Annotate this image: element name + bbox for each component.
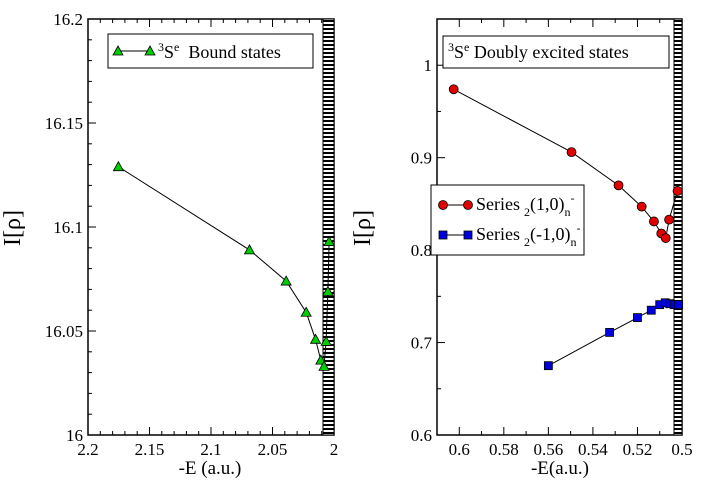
title-sup: 3 (448, 40, 454, 54)
legend-marker-left-b (144, 45, 156, 56)
data-point-circle (660, 233, 671, 243)
data-point-circle (636, 201, 647, 212)
ticks-right: 0.6 0.58 0.56 0.54 0.52 0.5 0.6 0.7 0.8 0.9 1 (411, 19, 693, 459)
x-tick-label: 2.15 (135, 440, 165, 459)
plot-frame-left (87, 18, 335, 436)
series-markers-left (112, 160, 335, 371)
data-point-square (605, 327, 615, 337)
data-point-triangle (309, 333, 322, 344)
legend-red-name: Series (476, 194, 520, 214)
x-tick-label: 0.56 (533, 440, 563, 459)
series-line-0 (118, 166, 330, 369)
y-tick-label: 16.15 (45, 114, 83, 133)
title-main: S (454, 42, 464, 62)
title-box-label: 3Se Doubly excited states (448, 40, 629, 62)
legend-left-sup: 3 (158, 40, 164, 54)
legend-red-subn: n (565, 205, 571, 219)
data-point-circle (664, 214, 674, 225)
y-tick-label: 16.05 (45, 322, 83, 341)
legend-left-rest: Bound states (179, 42, 281, 62)
x-tick-label: 0.54 (578, 440, 608, 459)
legend-marker-left-a (112, 45, 124, 56)
series-markers-right (448, 84, 684, 371)
legend-red-supn: - (571, 191, 575, 205)
x-tick-label: 0.58 (489, 440, 519, 459)
x-tick-label: 2.05 (258, 440, 288, 459)
title-box-frame (442, 35, 670, 69)
y-axis-label-right-symbol: [ρ] (350, 210, 376, 238)
x-axis-label-left: -E (a.u.) (179, 458, 242, 479)
x-tick-label: 2 (330, 440, 339, 459)
y-tick-label: 1 (424, 56, 433, 75)
x-tick-label: 0.52 (623, 440, 653, 459)
data-point-triangle (318, 360, 330, 371)
y-axis-label-left-base: I (0, 238, 26, 246)
y-axis-label-right: I[ρ] (350, 210, 376, 246)
legend-marker-red-a (438, 200, 448, 210)
x-tick-label: 2.2 (77, 440, 98, 459)
y-tick-label: 0.9 (411, 149, 432, 168)
data-point-square (646, 305, 656, 315)
y-tick-label: 16 (66, 426, 83, 445)
data-point-square (543, 361, 553, 371)
series-lines-left (118, 166, 330, 369)
title-rest: Doubly excited states (469, 42, 628, 62)
data-point-triangle (112, 160, 125, 172)
data-point-circle (672, 186, 683, 196)
data-point-triangle (323, 235, 335, 246)
data-point-triangle (243, 244, 256, 255)
legend-red-notation: (1,0) (530, 194, 565, 215)
legend-blue-supn: - (576, 221, 580, 235)
legend-left-main: S (164, 42, 174, 62)
data-point-triangle (300, 306, 312, 317)
x-tick-label: 0.5 (671, 440, 692, 459)
legend-marker-blue-b (463, 230, 473, 240)
hatch-band (322, 18, 335, 436)
x-tick-label: 2.1 (200, 440, 221, 459)
y-axis-label-left-symbol: [ρ] (0, 210, 26, 238)
x-tick-label: 0.6 (449, 440, 470, 459)
legend-box-right (430, 184, 585, 256)
y-axis-label-left: I[ρ] (0, 210, 26, 246)
legend-marker-red-b (463, 200, 473, 210)
legend-right: Series 2(1,0)n- Series 2(-1,0)n- (430, 184, 585, 256)
legend-red-sub: 2 (524, 205, 530, 219)
data-point-circle (566, 147, 577, 158)
data-point-circle (613, 180, 624, 191)
legend-blue-notation: (-1,0) (530, 224, 570, 245)
legend-blue-name: Series (476, 224, 520, 244)
legend-label-blue: Series 2(-1,0)n- (476, 221, 580, 249)
y-tick-label: 0.6 (411, 426, 432, 445)
threshold-hatch-left (322, 18, 335, 436)
data-point-triangle (322, 285, 334, 296)
title-sup2: e (464, 40, 469, 54)
y-tick-label: 0.8 (411, 241, 432, 260)
legend-label-red: Series 2(1,0)n- (476, 191, 575, 219)
y-tick-label: 0.7 (411, 334, 433, 353)
data-point-circle (448, 84, 459, 95)
y-tick-label: 16.2 (53, 10, 83, 29)
ticks-left: 2.2 2.15 2.1 2.05 2 16 16.05 16.1 16.15 16.2 (45, 10, 339, 459)
hatch-band (673, 18, 683, 436)
y-axis-label-right-base: I (350, 238, 376, 246)
legend-marker-blue-a (438, 230, 448, 240)
data-point-triangle (320, 335, 332, 346)
legend-left: 3Se Bound states (107, 33, 314, 69)
data-point-square (633, 313, 642, 322)
data-point-square (674, 300, 684, 310)
legend-left-sup2: e (174, 40, 179, 54)
threshold-hatch-right (673, 18, 683, 436)
panel-bound-states: 2.2 2.15 2.1 2.05 2 16 16.05 16.1 16.15 16.2 -E (… (0, 10, 338, 479)
panel-doubly-excited: 0.6 0.58 0.56 0.54 0.52 0.5 0.6 0.7 0.8 0.9 1 -E(a… (350, 18, 693, 479)
y-tick-label: 16.1 (53, 218, 83, 237)
x-axis-label-right: -E(a.u.) (531, 458, 589, 479)
legend-blue-sub: 2 (524, 235, 530, 249)
data-point-circle (649, 216, 659, 227)
title-box-right: 3Se Doubly excited states (442, 35, 670, 69)
legend-label-left: 3Se Bound states (158, 40, 281, 62)
legend-blue-subn: n (570, 235, 576, 249)
data-point-triangle (280, 275, 292, 286)
